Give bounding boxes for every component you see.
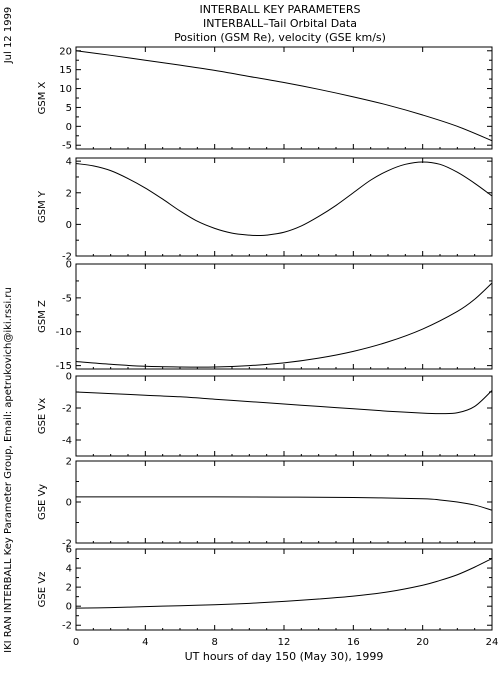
y-tick-label: -5 [62, 141, 72, 152]
y-tick-label: 0 [66, 498, 72, 509]
series-line-gse-vy [76, 496, 493, 511]
x-tick-label: 12 [278, 637, 291, 648]
x-tick-label: 20 [416, 637, 429, 648]
y-tick-label: -5 [62, 293, 72, 304]
y-tick-label: -10 [56, 327, 72, 338]
y-tick-label: 2 [66, 583, 72, 594]
y-tick-label: 20 [59, 46, 72, 57]
y-tick-label: 0 [66, 122, 72, 133]
y-tick-label: 0 [66, 260, 72, 271]
y-tick-label: 4 [66, 157, 72, 168]
panel-gsm-y: -2 0 2 4 GSM Y [37, 157, 493, 263]
y-tick-label: 2 [66, 188, 72, 199]
chart-title-line-3: Position (GSM Re), velocity (GSE km/s) [174, 31, 386, 44]
panel-frame [75, 375, 493, 457]
y-tick-label: 15 [59, 65, 72, 76]
y-tick-label: -2 [62, 539, 72, 550]
y-tick-label: -4 [62, 436, 72, 447]
y-tick-label: 6 [66, 545, 72, 556]
y-tick-label: -15 [56, 361, 72, 372]
y-axis-label: GSE Vz [37, 572, 48, 608]
panel-frame [75, 46, 493, 150]
y-tick-label: 0 [66, 602, 72, 613]
series-line-gsm-y [75, 161, 493, 236]
series-line-gse-vz [75, 558, 493, 609]
panel-frame [75, 548, 493, 631]
y-tick-label: -2 [62, 252, 72, 263]
chart-title-line-2: INTERBALL–Tail Orbital Data [203, 17, 357, 30]
panel-gse-vx: -4 -2 0 GSE Vx [37, 372, 493, 457]
x-tick-label: 8 [211, 637, 217, 648]
panel-frame [75, 157, 493, 257]
x-axis-label: UT hours of day 150 (May 30), 1999 [185, 650, 384, 663]
series-line-gsm-z [75, 282, 493, 368]
x-tick-label: 0 [73, 637, 79, 648]
y-axis-label: GSM X [37, 81, 48, 114]
y-axis-label: GSE Vy [37, 484, 48, 520]
y-tick-label: 5 [66, 103, 72, 114]
panel-gsm-x: -5 0 5 10 15 20 GSM X [37, 46, 493, 152]
panel-frame [75, 460, 493, 544]
series-line-gsm-x [75, 50, 493, 142]
y-axis-label: GSM Y [37, 190, 48, 223]
panel-frame [75, 263, 493, 370]
series-line-gse-vx [75, 390, 493, 415]
side-date-label: Jul 12 1999 [3, 7, 14, 65]
y-tick-label: 10 [59, 84, 72, 95]
y-axis-label: GSM Z [37, 300, 48, 333]
chart-title-line-1: INTERBALL KEY PARAMETERS [200, 3, 361, 16]
y-tick-label: 0 [66, 220, 72, 231]
y-tick-label: 4 [66, 564, 72, 575]
y-tick-label: 0 [66, 372, 72, 383]
side-credit-label: IKI RAN INTERBALL Key Parameter Group, E… [3, 287, 14, 653]
y-axis-label: GSE Vx [37, 398, 48, 434]
panel-gse-vz: -2 0 2 4 6 GSE Vz [37, 545, 493, 632]
x-tick-label: 24 [486, 637, 499, 648]
panel-gsm-z: -15 -10 -5 0 GSM Z [37, 260, 493, 372]
panel-gse-vy: -2 0 2 GSE Vy [37, 457, 493, 550]
y-tick-label: -2 [62, 621, 72, 632]
x-tick-label: 4 [142, 637, 148, 648]
x-tick-label: 16 [347, 637, 360, 648]
y-tick-label: -2 [62, 404, 72, 415]
y-tick-label: 2 [66, 457, 72, 468]
